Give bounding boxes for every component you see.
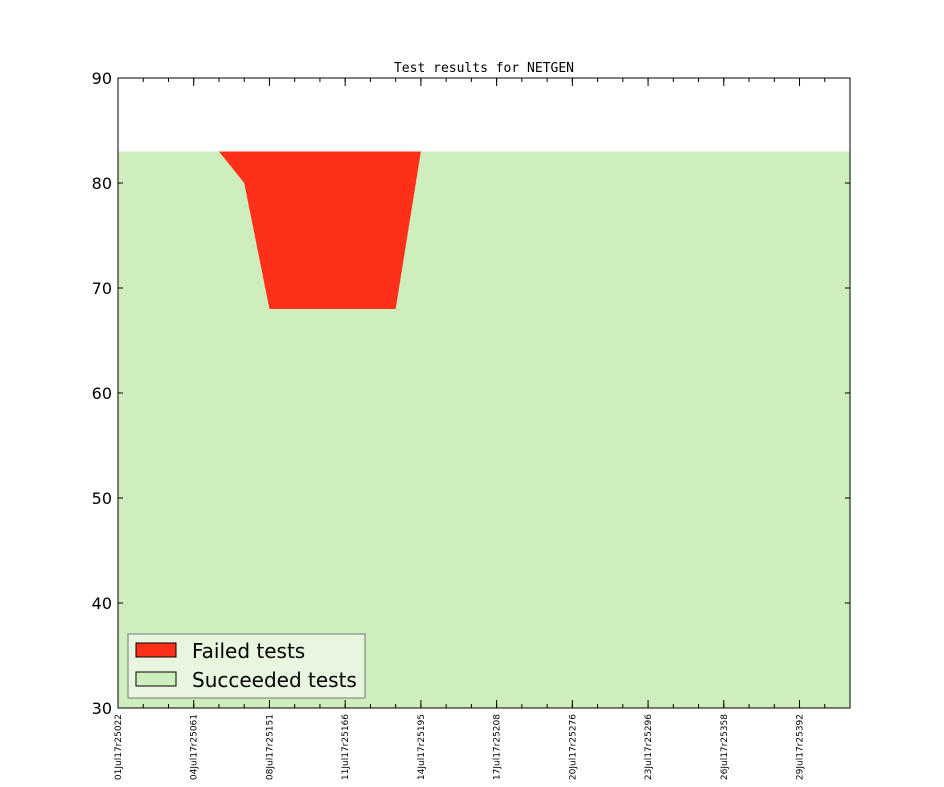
- legend-swatch-succeeded: [135, 671, 177, 687]
- legend: Failed tests Succeeded tests: [127, 633, 366, 699]
- legend-label-failed: Failed tests: [192, 639, 305, 663]
- y-tick-label: 90: [92, 69, 112, 88]
- x-tick-label: 01Jul17r25022: [114, 714, 124, 780]
- x-tick-label: 14Jul17r25195: [417, 714, 427, 780]
- y-tick-label: 80: [92, 174, 112, 193]
- series-failed-area: [218, 151, 421, 309]
- x-tick-label: 26Jul17r25358: [720, 714, 730, 780]
- y-tick-label: 70: [92, 279, 112, 298]
- legend-label-succeeded: Succeeded tests: [192, 668, 357, 692]
- y-tick-label: 30: [92, 699, 112, 718]
- y-tick-label: 50: [92, 489, 112, 508]
- legend-swatch-failed: [135, 642, 177, 658]
- x-tick-label: 17Jul17r25208: [493, 714, 503, 780]
- x-tick-label: 08Jul17r25151: [265, 714, 275, 780]
- y-tick-label: 60: [92, 384, 112, 403]
- x-tick-label: 23Jul17r25296: [644, 714, 654, 780]
- y-tick-label: 40: [92, 594, 112, 613]
- chart-title: Test results for NETGEN: [394, 61, 574, 76]
- x-tick-label: 04Jul17r25061: [190, 714, 200, 780]
- x-tick-label: 20Jul17r25276: [568, 714, 578, 780]
- x-tick-label: 29Jul17r25392: [796, 714, 806, 780]
- series-succeeded-area: [118, 151, 850, 708]
- x-tick-label: 11Jul17r25166: [341, 714, 351, 780]
